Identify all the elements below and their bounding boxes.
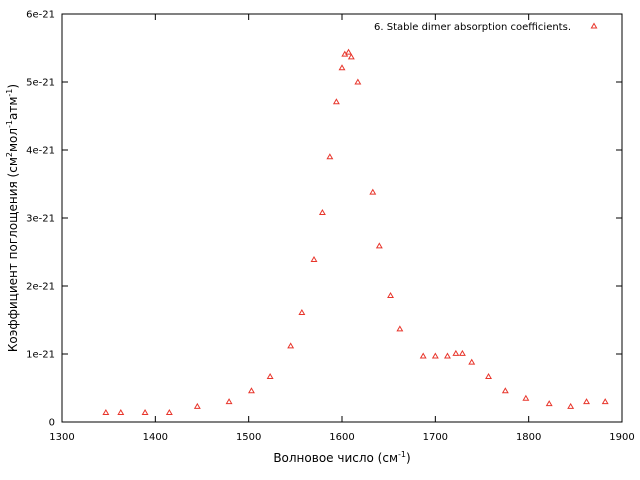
data-point <box>396 325 404 332</box>
data-point <box>102 408 110 415</box>
y-tick-label: 2e-21 <box>26 282 55 293</box>
data-point <box>266 372 274 379</box>
data-point <box>601 398 609 405</box>
y-axis-title-s1: 2 <box>5 152 14 157</box>
y-axis-title-s3: -1 <box>5 89 14 97</box>
plot-area-frame <box>61 13 623 423</box>
legend: 6. Stable dimer absorption coefficients. <box>374 22 598 33</box>
data-point <box>583 398 590 405</box>
data-point <box>444 352 451 359</box>
x-tick-label: 1700 <box>423 432 448 443</box>
legend-label: 6. Stable dimer absorption coefficients. <box>374 22 571 33</box>
data-point <box>485 372 492 379</box>
x-tick-label: 1500 <box>236 432 261 443</box>
data-point <box>298 309 306 316</box>
data-point <box>354 78 362 85</box>
data-point <box>545 400 553 407</box>
data-point <box>522 394 530 401</box>
data-point <box>458 349 466 356</box>
data-points <box>102 48 609 415</box>
data-point <box>310 255 318 262</box>
data-point <box>431 352 439 359</box>
data-point <box>326 153 334 160</box>
y-axis-title: Коэффициент поглощения (см2мол-1атм-1) <box>5 84 20 352</box>
x-axis-title-text: Волновое число (см <box>273 451 398 465</box>
data-point <box>141 408 149 415</box>
y-tick-label: 3e-21 <box>26 214 55 225</box>
data-point <box>332 98 340 105</box>
y-tick-label: 4e-21 <box>26 146 55 157</box>
data-point <box>345 48 352 55</box>
x-axis-ticks: 1300 1400 1500 1600 1700 1800 1900 <box>49 14 635 443</box>
data-point <box>347 53 355 60</box>
y-axis-title-p4: ) <box>6 84 20 89</box>
data-point <box>567 402 575 409</box>
data-point <box>468 358 476 365</box>
data-point <box>193 402 201 409</box>
x-tick-label: 1400 <box>143 432 168 443</box>
x-tick-label: 1900 <box>609 432 634 443</box>
data-point <box>501 387 509 394</box>
data-point <box>287 342 295 349</box>
data-point <box>452 349 460 356</box>
y-tick-label: 6e-21 <box>26 10 55 21</box>
legend-marker-triangle <box>590 22 598 29</box>
x-axis-title-end: ) <box>406 451 411 465</box>
data-point <box>248 387 255 394</box>
x-tick-label: 1800 <box>516 432 541 443</box>
y-axis-title-p3: атм <box>6 97 20 120</box>
data-point <box>369 188 377 195</box>
y-tick-label: 1e-21 <box>26 350 55 361</box>
x-axis-title-sup: -1 <box>398 450 406 459</box>
y-tick-label: 5e-21 <box>26 78 55 89</box>
data-point <box>375 242 383 249</box>
y-axis-title-p2: мол <box>6 128 20 152</box>
data-point <box>117 408 125 415</box>
data-point <box>225 398 233 405</box>
x-tick-label: 1600 <box>329 432 354 443</box>
data-point <box>338 64 346 71</box>
data-point <box>419 352 427 359</box>
data-point <box>387 292 394 299</box>
data-point <box>165 408 173 415</box>
y-tick-label: 0 <box>49 418 55 429</box>
y-axis-title-s2: -1 <box>5 120 14 128</box>
x-tick-label: 1300 <box>49 432 74 443</box>
x-axis-title: Волновое число (см-1) <box>273 450 410 465</box>
data-point <box>318 209 326 216</box>
y-axis-title-p1: Коэффициент поглощения (см <box>6 157 20 352</box>
